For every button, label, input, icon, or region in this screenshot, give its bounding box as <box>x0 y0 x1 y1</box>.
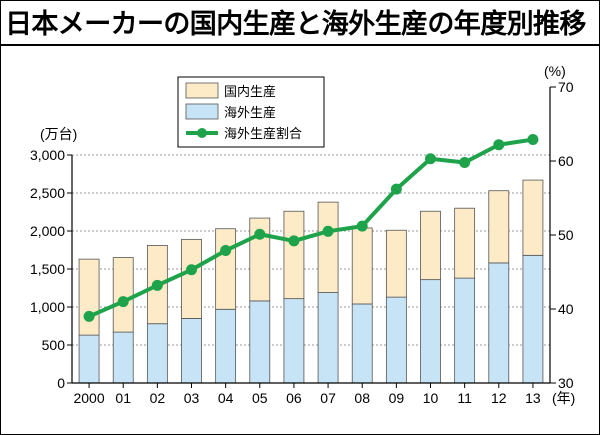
ratio-point <box>425 153 436 165</box>
axis-layer: 05001,0001,5002,0002,5003,0003040506070(… <box>30 63 575 406</box>
legend-label: 国内生産 <box>224 84 276 100</box>
ratio-point <box>288 235 300 247</box>
bar-domestic <box>385 229 407 298</box>
ratio-point <box>322 225 334 237</box>
bar-overseas <box>78 334 100 384</box>
ratio-point <box>493 139 505 151</box>
ratio-point <box>390 183 402 195</box>
bar-domestic <box>351 227 373 305</box>
bar-overseas <box>454 277 476 384</box>
bar-overseas <box>112 331 134 384</box>
legend-swatch-overseas <box>185 103 219 120</box>
bar-overseas <box>488 262 510 384</box>
legend-swatch-domestic <box>185 82 219 99</box>
y-left-tick-label: 1,000 <box>30 299 65 315</box>
bar-domestic <box>522 179 544 256</box>
bar-overseas <box>215 308 237 384</box>
legend-swatch-marker <box>197 128 207 138</box>
line-layer <box>83 134 539 322</box>
y-left-unit: (万台) <box>40 126 77 142</box>
y-right-unit: (%) <box>544 63 566 79</box>
x-tick-label: 2000 <box>73 390 104 406</box>
ratio-point <box>117 296 129 308</box>
bar-layer <box>78 179 544 384</box>
ratio-point <box>151 279 163 291</box>
y-right-tick-label: 70 <box>558 79 574 95</box>
y-left-tick-label: 2,500 <box>30 185 65 201</box>
y-right-tick-label: 30 <box>558 375 574 391</box>
bar-overseas <box>317 292 339 384</box>
x-tick-label: 01 <box>115 390 131 406</box>
bar-domestic <box>215 228 237 310</box>
ratio-point <box>254 228 266 240</box>
x-tick-label: 04 <box>218 390 234 406</box>
x-axis-unit: (年) <box>552 390 575 406</box>
x-tick-label: 13 <box>525 390 541 406</box>
ratio-point <box>356 220 368 232</box>
bar-overseas <box>181 317 202 384</box>
bar-overseas <box>283 298 305 384</box>
ratio-point <box>459 156 471 168</box>
bar-domestic <box>181 238 202 319</box>
bar-overseas <box>420 279 441 384</box>
x-tick-label: 03 <box>184 390 200 406</box>
bar-domestic <box>420 210 441 281</box>
y-right-tick-label: 40 <box>558 301 574 317</box>
x-tick-label: 12 <box>491 390 507 406</box>
x-tick-label: 11 <box>457 390 472 406</box>
x-tick-label: 02 <box>150 390 166 406</box>
bar-overseas <box>385 296 407 384</box>
bar-overseas <box>351 303 373 384</box>
bar-domestic <box>317 201 339 293</box>
legend-label: 海外生産 <box>224 105 276 121</box>
title-divider <box>0 44 600 46</box>
grid-layer <box>72 154 550 346</box>
x-tick-label: 08 <box>354 390 370 406</box>
y-left-tick-label: 0 <box>57 375 65 391</box>
bar-domestic <box>78 258 100 336</box>
bar-domestic <box>454 207 476 279</box>
bar-overseas <box>146 323 168 384</box>
ratio-line <box>88 137 534 319</box>
y-right-tick-label: 50 <box>558 227 574 243</box>
bar-domestic <box>112 257 134 333</box>
x-tick-label: 07 <box>320 390 336 406</box>
ratio-point <box>83 310 95 322</box>
x-tick-label: 05 <box>252 390 268 406</box>
y-left-tick-label: 1,500 <box>30 261 65 277</box>
y-left-tick-label: 500 <box>42 337 66 353</box>
legend-label: 海外生産割合 <box>224 126 302 142</box>
x-tick-label: 10 <box>423 390 439 406</box>
y-left-tick-label: 3,000 <box>30 147 65 163</box>
ratio-point <box>220 245 232 257</box>
chart-title: 日本メーカーの国内生産と海外生産の年度別推移 <box>5 9 586 40</box>
bar-overseas <box>522 254 544 384</box>
x-tick-label: 06 <box>286 390 302 406</box>
ratio-point <box>186 264 197 276</box>
bar-overseas <box>249 300 271 384</box>
y-right-tick-label: 60 <box>558 153 574 169</box>
y-left-tick-label: 2,000 <box>30 223 65 239</box>
bar-domestic <box>488 190 510 264</box>
bar-domestic <box>283 210 305 300</box>
ratio-point <box>527 134 539 146</box>
x-tick-label: 09 <box>389 390 405 406</box>
